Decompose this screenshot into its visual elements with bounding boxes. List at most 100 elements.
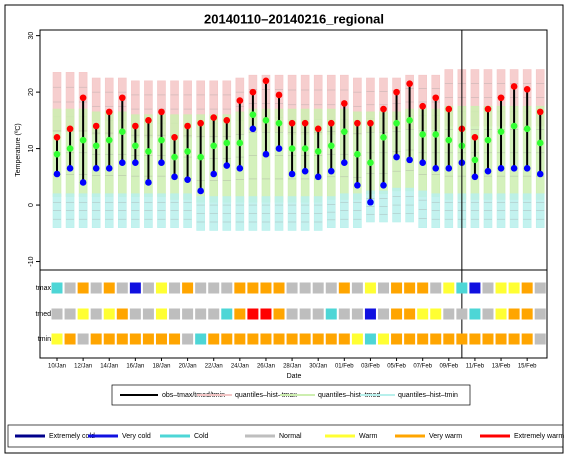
heat-cell bbox=[234, 282, 246, 294]
heat-cell bbox=[103, 282, 115, 294]
obs-point bbox=[367, 198, 374, 206]
heat-cell bbox=[260, 282, 272, 294]
heat-cell bbox=[417, 308, 429, 320]
heat-cell bbox=[286, 333, 298, 345]
x-tick-label: 16/Jan bbox=[126, 364, 144, 370]
x-tick-label: 22/Jan bbox=[205, 364, 223, 370]
obs-point bbox=[197, 187, 204, 195]
x-tick-label: 20/Jan bbox=[179, 364, 197, 370]
heat-cell bbox=[338, 333, 350, 345]
obs-point bbox=[105, 108, 113, 116]
obs-point bbox=[197, 153, 204, 161]
obs-point bbox=[119, 128, 126, 135]
obs-point bbox=[223, 162, 231, 169]
obs-point bbox=[145, 179, 152, 186]
heat-cell bbox=[391, 308, 403, 320]
obs-point bbox=[432, 165, 440, 172]
heat-cell bbox=[51, 282, 63, 294]
obs-point bbox=[354, 150, 361, 158]
obs-point bbox=[380, 181, 387, 189]
heat-cell bbox=[195, 333, 207, 345]
obs-point bbox=[510, 122, 518, 130]
obs-point bbox=[132, 122, 139, 130]
heat-cell bbox=[260, 333, 272, 345]
obs-point bbox=[158, 108, 165, 116]
obs-point bbox=[92, 142, 100, 150]
legend-label: Cold bbox=[194, 433, 209, 440]
obs-point bbox=[132, 142, 139, 150]
heat-cell bbox=[234, 333, 246, 345]
x-tick-label: 05/Feb bbox=[387, 364, 406, 370]
obs-point bbox=[314, 173, 322, 181]
legend-label: Normal bbox=[279, 433, 302, 440]
heat-cell bbox=[495, 308, 507, 320]
obs-point bbox=[275, 145, 283, 152]
heat-cell bbox=[534, 308, 546, 320]
heat-cell bbox=[286, 308, 298, 320]
heat-cell bbox=[155, 333, 167, 345]
obs-point bbox=[145, 148, 152, 155]
heat-cell bbox=[103, 308, 115, 320]
obs-point bbox=[510, 165, 518, 172]
obs-point bbox=[301, 145, 309, 152]
obs-point bbox=[393, 119, 400, 127]
obs-point bbox=[510, 83, 518, 90]
heat-cell bbox=[169, 308, 181, 320]
x-tick-label: 15/Feb bbox=[518, 364, 537, 370]
legend-label: Extremely warm bbox=[514, 433, 564, 440]
heat-cell bbox=[182, 333, 194, 345]
heat-cell bbox=[417, 282, 429, 294]
obs-point bbox=[105, 136, 113, 144]
heat-cell bbox=[364, 282, 376, 294]
heat-cell bbox=[364, 333, 376, 345]
obs-point bbox=[288, 119, 296, 127]
heat-cell bbox=[77, 282, 89, 294]
obs-point bbox=[432, 94, 440, 102]
heat-cell bbox=[142, 308, 154, 320]
y-tick-label: -10 bbox=[28, 256, 35, 266]
obs-point bbox=[262, 150, 270, 158]
obs-point bbox=[79, 136, 87, 144]
obs-point bbox=[236, 139, 244, 147]
legend-frame bbox=[7, 424, 564, 448]
heat-cell bbox=[430, 308, 442, 320]
heat-cell bbox=[351, 333, 363, 345]
heat-cell bbox=[129, 282, 141, 294]
legend-label: Warm bbox=[359, 433, 378, 440]
y-tick-label: 0 bbox=[28, 203, 35, 207]
obs-point bbox=[484, 167, 492, 175]
heat-cell bbox=[482, 282, 494, 294]
obs-point bbox=[393, 88, 400, 96]
row-label: tmin bbox=[38, 336, 51, 343]
obs-point bbox=[53, 133, 61, 141]
heat-cell bbox=[351, 282, 363, 294]
obs-point bbox=[484, 136, 492, 144]
heat-cell bbox=[129, 333, 141, 345]
obs-point bbox=[367, 159, 374, 167]
heat-cell bbox=[195, 282, 207, 294]
heat-cell bbox=[482, 308, 494, 320]
heat-cell bbox=[521, 333, 533, 345]
heat-cell bbox=[116, 308, 128, 320]
heat-cell bbox=[51, 333, 63, 345]
obs-point bbox=[314, 125, 322, 133]
obs-point bbox=[184, 176, 191, 183]
obs-point bbox=[523, 85, 531, 93]
heat-cell bbox=[312, 282, 324, 294]
obs-point bbox=[327, 119, 335, 127]
heat-cell bbox=[77, 333, 89, 345]
obs-point bbox=[354, 119, 361, 127]
row-label: tmax bbox=[36, 285, 52, 292]
heat-cell bbox=[299, 308, 311, 320]
legend-frame bbox=[111, 384, 471, 406]
y-tick-label: 30 bbox=[28, 32, 35, 40]
obs-point bbox=[223, 117, 231, 124]
heat-cell bbox=[417, 333, 429, 345]
obs-point bbox=[301, 167, 309, 175]
y-axis-title: Temperature (ºC) bbox=[15, 123, 22, 177]
x-tick-label: 14/Jan bbox=[100, 364, 118, 370]
obs-point bbox=[171, 153, 178, 161]
heat-cell bbox=[208, 333, 220, 345]
legend-label: obs–tmax/tmed/tmin bbox=[162, 392, 225, 399]
obs-point bbox=[236, 97, 244, 104]
